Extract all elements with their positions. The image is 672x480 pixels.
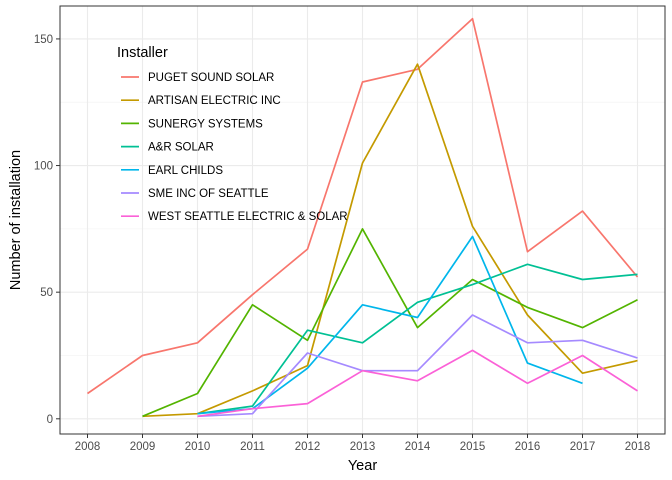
- series-line-sunergy-systems: [142, 228, 638, 418]
- legend-label: A&R SOLAR: [148, 142, 214, 154]
- legend-label: SUNERGY SYSTEMS: [148, 118, 263, 130]
- series-line-a-r-solar: [197, 263, 638, 415]
- y-axis-title: Number of installation: [8, 150, 24, 290]
- legend-label: SME INC OF SEATTLE: [148, 188, 269, 200]
- series-line-west-seattle-electric-solar: [197, 349, 638, 418]
- x-axis-title: Year: [348, 458, 377, 474]
- series-line-sme-inc-of-seattle: [197, 314, 638, 418]
- grid-lines: [60, 6, 665, 434]
- x-axis-ticks: 2008 2009 2010 2011 2012 2013 2014 2015 2016 2017…: [75, 434, 651, 453]
- legend-title: Installer: [117, 45, 168, 61]
- legend-label: PUGET SOUND SOLAR: [148, 72, 274, 84]
- y-tick-label: 50: [40, 287, 53, 299]
- x-tick-label: 2018: [625, 441, 651, 453]
- series-line-earl-childs: [197, 235, 583, 415]
- x-tick-label: 2015: [460, 441, 486, 453]
- x-tick-label: 2010: [185, 441, 211, 453]
- legend-label: WEST SEATTLE ELECTRIC & SOLAR: [148, 211, 348, 223]
- series-lines: [87, 17, 639, 418]
- x-tick-label: 2009: [130, 441, 156, 453]
- x-tick-label: 2008: [75, 441, 101, 453]
- x-tick-label: 2011: [240, 441, 265, 453]
- x-tick-label: 2012: [295, 441, 321, 453]
- series-line-artisan-electric-inc: [142, 63, 638, 418]
- x-tick-label: 2013: [350, 441, 376, 453]
- y-axis-ticks: 0 50 100 150: [34, 34, 60, 426]
- legend-label: ARTISAN ELECTRIC INC: [148, 95, 281, 107]
- y-tick-label: 100: [34, 161, 53, 173]
- legend-label: EARL CHILDS: [148, 165, 223, 177]
- series-line-puget-sound-solar: [87, 17, 639, 395]
- x-tick-label: 2014: [405, 441, 431, 453]
- x-tick-label: 2016: [515, 441, 541, 453]
- x-tick-label: 2017: [570, 441, 596, 453]
- y-tick-label: 0: [47, 414, 53, 426]
- legend: Installer PUGET SOUND SOLAR ARTISAN ELECT…: [117, 45, 348, 223]
- y-tick-label: 150: [34, 34, 53, 46]
